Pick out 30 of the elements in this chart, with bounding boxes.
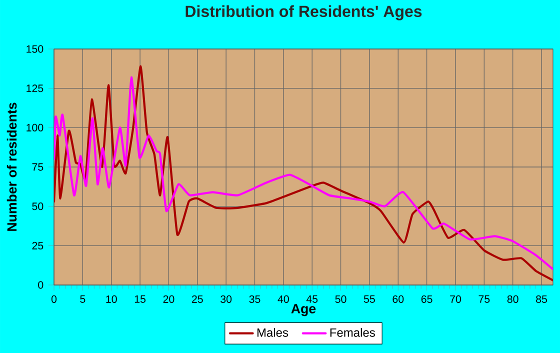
legend-label: Males (257, 328, 288, 337)
y-tick-label: 0 (38, 281, 44, 289)
x-tick-label: 35 (249, 295, 260, 303)
x-tick-label: 50 (335, 295, 346, 303)
y-tick-label: 150 (26, 45, 44, 53)
x-tick-label: 5 (80, 295, 86, 303)
x-tick-label: 70 (450, 295, 461, 303)
x-tick-label: 85 (536, 295, 547, 303)
x-tick-label: 60 (392, 295, 404, 303)
x-tick-label: 45 (306, 295, 318, 303)
x-tick-label: 20 (163, 295, 174, 303)
y-tick-label: 75 (32, 163, 44, 171)
y-tick-label: 25 (32, 242, 44, 250)
x-tick-label: 75 (478, 295, 490, 303)
x-tick-label: 65 (421, 295, 432, 303)
y-tick-label: 100 (26, 124, 44, 132)
y-tick-label: 125 (26, 84, 44, 92)
x-tick-label: 30 (220, 295, 232, 303)
x-tick-label: 10 (106, 295, 117, 303)
x-axis-title: Age (291, 304, 316, 316)
y-axis-title: Number of residents (6, 102, 17, 231)
x-tick-label: 40 (278, 295, 289, 303)
x-tick-label: 15 (134, 295, 146, 303)
x-tick-label: 25 (192, 295, 203, 303)
y-tick-label: 50 (32, 202, 44, 210)
x-tick-label: 0 (51, 295, 57, 303)
x-tick-label: 55 (364, 295, 375, 303)
x-tick-label: 80 (507, 295, 518, 303)
chart-title: Distribution of Residents' Ages (186, 5, 422, 20)
legend-label: Females (330, 328, 375, 337)
